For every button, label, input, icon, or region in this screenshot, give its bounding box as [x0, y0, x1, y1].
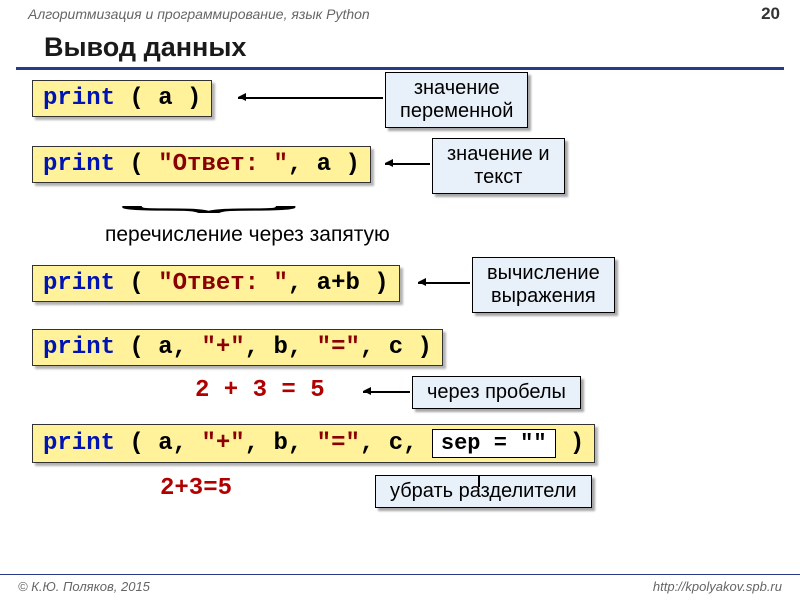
code-line-3: print ( "Ответ: ", a+b )	[32, 265, 400, 302]
callout-variable-value: значение переменной	[385, 72, 528, 128]
page-number: 20	[761, 4, 780, 24]
footer-url: http://kpolyakov.spb.ru	[653, 579, 782, 594]
note-enumeration: перечисление через запятую	[105, 223, 390, 247]
code-line-1: print ( a )	[32, 80, 212, 117]
arrow-2-head	[385, 159, 393, 167]
result-no-spaces: 2+3=5	[160, 475, 232, 502]
code-line-4: print ( a, "+", b, "=", c )	[32, 329, 443, 366]
arrow-1	[238, 97, 383, 99]
arrow-4-head	[363, 387, 371, 395]
brace-icon: ⏟	[119, 178, 299, 212]
code-line-5: print ( a, "+", b, "=", c, sep = "" )	[32, 424, 595, 463]
footer: © К.Ю. Поляков, 2015 http://kpolyakov.sp…	[0, 574, 800, 600]
footer-copyright: © К.Ю. Поляков, 2015	[18, 579, 150, 594]
result-with-spaces: 2 + 3 = 5	[195, 377, 325, 404]
callout-value-and-text: значение и текст	[432, 138, 565, 194]
callout-expression: вычисление выражения	[472, 257, 615, 313]
arrow-1-head	[238, 93, 246, 101]
slide-header: Алгоритмизация и программирование, язык …	[0, 0, 800, 22]
keyword-print: print	[43, 85, 115, 112]
sep-param-box: sep = ""	[432, 429, 556, 458]
page-title: Вывод данных	[16, 22, 784, 70]
callout-remove-separators: убрать разделители	[375, 475, 592, 508]
arrow-5	[478, 475, 480, 487]
callout-via-spaces: через пробелы	[412, 376, 581, 409]
arrow-3-head	[418, 278, 426, 286]
